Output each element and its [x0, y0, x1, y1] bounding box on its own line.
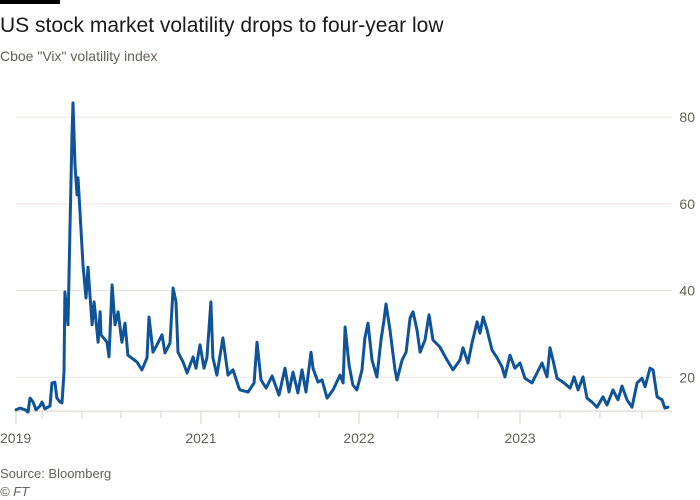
y-tick-label-40: 40 [679, 283, 695, 299]
chart-subtitle: Cboe "Vix" volatility index [0, 48, 158, 64]
y-tick-label-80: 80 [679, 109, 695, 125]
x-tick-label-2023: 2023 [504, 430, 535, 446]
x-tick-label-2019: 2019 [0, 430, 31, 446]
y-axis-labels: 20 40 60 80 [679, 109, 695, 385]
ft-top-bar [0, 0, 60, 4]
x-tick-label-2021: 2021 [185, 430, 216, 446]
x-axis: 2019 2021 2022 2023 [0, 410, 672, 446]
source-note: Source: Bloomberg [0, 466, 112, 481]
y-tick-label-60: 60 [679, 196, 695, 212]
series-group [14, 101, 670, 414]
y-tick-label-20: 20 [679, 369, 695, 385]
chart-title: US stock market volatility drops to four… [0, 14, 444, 37]
ft-credit: © FT [0, 484, 30, 499]
vix-series-line [14, 101, 670, 414]
x-tick-label-2022: 2022 [343, 430, 374, 446]
